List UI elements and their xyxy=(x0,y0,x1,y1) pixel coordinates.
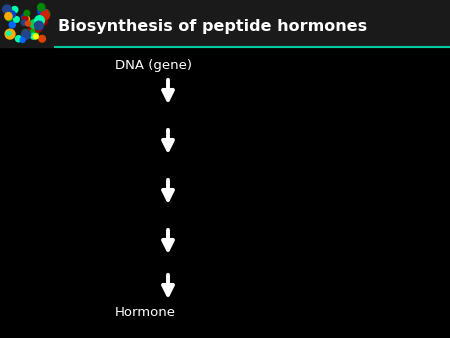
Circle shape xyxy=(7,31,11,35)
Circle shape xyxy=(39,35,45,42)
Circle shape xyxy=(3,5,11,14)
Circle shape xyxy=(22,16,28,22)
Circle shape xyxy=(38,4,45,11)
Circle shape xyxy=(22,30,31,39)
Circle shape xyxy=(5,14,13,21)
Circle shape xyxy=(30,28,38,37)
Circle shape xyxy=(23,16,29,23)
Circle shape xyxy=(30,20,39,28)
Circle shape xyxy=(35,21,43,30)
Circle shape xyxy=(35,20,43,29)
Circle shape xyxy=(40,18,47,25)
Circle shape xyxy=(12,6,18,13)
Circle shape xyxy=(38,7,46,15)
Circle shape xyxy=(35,16,45,25)
Circle shape xyxy=(21,20,27,25)
Circle shape xyxy=(42,10,48,15)
Circle shape xyxy=(40,16,44,20)
Circle shape xyxy=(29,26,35,33)
Bar xyxy=(0,0,450,47)
Circle shape xyxy=(40,9,47,16)
Circle shape xyxy=(41,11,50,20)
Circle shape xyxy=(22,14,29,21)
Circle shape xyxy=(15,36,22,42)
Circle shape xyxy=(5,13,12,20)
Circle shape xyxy=(22,29,29,36)
Circle shape xyxy=(40,9,50,19)
Circle shape xyxy=(5,29,15,39)
Text: DNA (gene): DNA (gene) xyxy=(115,58,192,72)
Circle shape xyxy=(9,11,15,18)
Circle shape xyxy=(36,26,41,32)
Circle shape xyxy=(6,12,14,19)
Text: Hormone: Hormone xyxy=(115,306,176,318)
Circle shape xyxy=(24,10,30,16)
Text: Biosynthesis of peptide hormones: Biosynthesis of peptide hormones xyxy=(58,19,367,33)
Circle shape xyxy=(35,17,44,26)
Circle shape xyxy=(9,22,15,28)
Circle shape xyxy=(20,38,25,43)
Circle shape xyxy=(25,21,31,26)
Circle shape xyxy=(40,11,48,19)
Circle shape xyxy=(14,17,19,22)
Circle shape xyxy=(33,34,38,39)
Circle shape xyxy=(31,33,36,39)
